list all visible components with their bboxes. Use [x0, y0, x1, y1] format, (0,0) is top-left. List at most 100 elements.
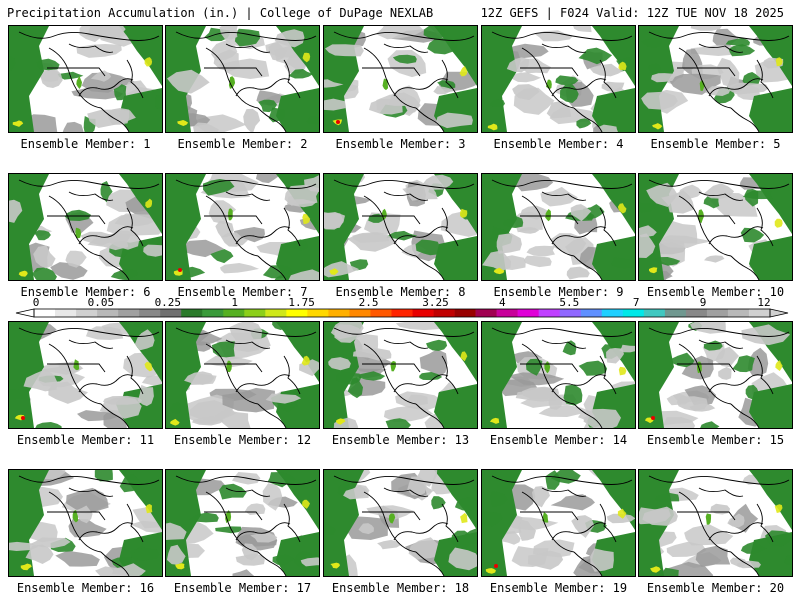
precip-map-graphic — [639, 26, 792, 132]
colorbar-swatch — [160, 309, 182, 317]
precip-colorbar: 0 0.05 0.25 1 1.75 2.5 3.25 4 5.5 7 9 12 — [0, 296, 800, 320]
colorbar-tick-label: 4 — [499, 296, 506, 309]
precip-map-graphic — [639, 470, 792, 576]
ensemble-member-label: Ensemble Member: 12 — [173, 433, 312, 447]
precip-map — [165, 25, 320, 133]
ensemble-member-label: Ensemble Member: 17 — [173, 581, 312, 595]
header-bar: Precipitation Accumulation (in.) | Colle… — [0, 0, 800, 24]
colorbar-swatch — [664, 309, 687, 317]
precip-map — [8, 173, 163, 281]
colorbar-swatch — [496, 309, 518, 317]
precip-map — [165, 321, 320, 429]
colorbar-tick-label: 12 — [757, 296, 771, 309]
precip-map-graphic — [9, 470, 162, 576]
ensemble-member-panel: Ensemble Member: 16 — [8, 469, 163, 595]
precip-map-graphic — [166, 470, 319, 576]
ensemble-member-label: Ensemble Member: 15 — [646, 433, 785, 447]
colorbar-swatch — [538, 309, 561, 317]
colorbar-tick-label: 7 — [632, 296, 640, 309]
colorbar-swatch — [643, 309, 666, 317]
colorbar-swatch — [391, 309, 413, 317]
ensemble-member-label: Ensemble Member: 6 — [20, 285, 151, 299]
precip-map — [165, 173, 320, 281]
colorbar-swatch — [244, 309, 266, 317]
precip-map — [323, 469, 478, 577]
ensemble-member-panel: Ensemble Member: 15 — [638, 321, 793, 447]
precip-map-graphic — [166, 322, 319, 428]
colorbar-swatch — [370, 309, 392, 317]
precip-map — [323, 321, 478, 429]
ensemble-member-panel: Ensemble Member: 8 — [323, 173, 478, 299]
colorbar-tick-label: 0.25 — [154, 296, 182, 309]
precip-map — [8, 469, 163, 577]
colorbar-swatch — [139, 309, 161, 317]
precip-map-graphic — [9, 26, 162, 132]
precip-map — [323, 173, 478, 281]
precip-map — [481, 321, 636, 429]
ensemble-member-panel: Ensemble Member: 4 — [481, 25, 636, 151]
colorbar-swatch — [265, 309, 287, 317]
colorbar-swatch — [622, 309, 645, 317]
ensemble-member-label: Ensemble Member: 20 — [646, 581, 785, 595]
precip-map — [8, 321, 163, 429]
colorbar-swatch — [412, 309, 434, 317]
precip-map-graphic — [324, 470, 477, 576]
precip-map-graphic — [482, 174, 635, 280]
precip-map-graphic — [482, 26, 635, 132]
ensemble-member-panel: Ensemble Member: 14 — [481, 321, 636, 447]
colorbar-swatch — [202, 309, 224, 317]
colorbar-tick-label: 3.25 — [422, 296, 449, 309]
ensemble-member-label: Ensemble Member: 7 — [177, 285, 308, 299]
precip-map-graphic — [166, 26, 319, 132]
precip-map — [638, 173, 793, 281]
ensemble-member-panel: Ensemble Member: 7 — [165, 173, 320, 299]
ensemble-member-panel: Ensemble Member: 2 — [165, 25, 320, 151]
precip-map-graphic — [324, 322, 477, 428]
colorbar-swatch — [727, 309, 750, 317]
precip-map-graphic — [324, 26, 477, 132]
colorbar-tick-label: 0 — [32, 296, 40, 309]
ensemble-member-panel: Ensemble Member: 5 — [638, 25, 793, 151]
ensemble-member-panel: Ensemble Member: 13 — [323, 321, 478, 447]
ensemble-member-label: Ensemble Member: 8 — [335, 285, 466, 299]
colorbar-swatch — [223, 309, 245, 317]
colorbar-swatch — [349, 309, 371, 317]
colorbar-tick-label: 1 — [231, 296, 239, 309]
ensemble-member-panel: Ensemble Member: 11 — [8, 321, 163, 447]
precip-map-graphic — [482, 322, 635, 428]
precip-map — [165, 469, 320, 577]
ensemble-member-label: Ensemble Member: 5 — [650, 137, 781, 151]
ensemble-member-panel: Ensemble Member: 3 — [323, 25, 478, 151]
ensemble-member-panel: Ensemble Member: 9 — [481, 173, 636, 299]
colorbar-swatch — [55, 309, 77, 317]
ensemble-member-panel: Ensemble Member: 6 — [8, 173, 163, 299]
colorbar-swatch — [286, 309, 308, 317]
colorbar-swatch — [706, 309, 729, 317]
precip-map-graphic — [482, 470, 635, 576]
ensemble-member-label: Ensemble Member: 3 — [335, 137, 466, 151]
ensemble-member-label: Ensemble Member: 16 — [16, 581, 155, 595]
colorbar-swatch — [559, 309, 582, 317]
ensemble-member-label: Ensemble Member: 19 — [489, 581, 628, 595]
colorbar-swatch — [517, 309, 539, 317]
precip-map-graphic — [639, 322, 792, 428]
ensemble-member-label: Ensemble Member: 14 — [489, 433, 628, 447]
colorbar-swatch — [454, 309, 476, 317]
colorbar-swatch — [118, 309, 140, 317]
ensemble-member-label: Ensemble Member: 10 — [646, 285, 785, 299]
precip-map-graphic — [166, 174, 319, 280]
precip-map-graphic — [9, 322, 162, 428]
colorbar-swatch — [307, 309, 329, 317]
precip-map — [638, 321, 793, 429]
precip-map — [481, 173, 636, 281]
ensemble-member-panel: Ensemble Member: 20 — [638, 469, 793, 595]
colorbar-swatch — [433, 309, 455, 317]
colorbar-outline — [33, 308, 771, 318]
ensemble-member-label: Ensemble Member: 13 — [331, 433, 470, 447]
ensemble-member-panel: Ensemble Member: 18 — [323, 469, 478, 595]
precip-map-graphic — [9, 174, 162, 280]
colorbar-scale — [15, 308, 789, 318]
product-title: Precipitation Accumulation (in.) | Colle… — [7, 6, 434, 20]
colorbar-right-arrow — [769, 308, 789, 318]
precip-map — [323, 25, 478, 133]
